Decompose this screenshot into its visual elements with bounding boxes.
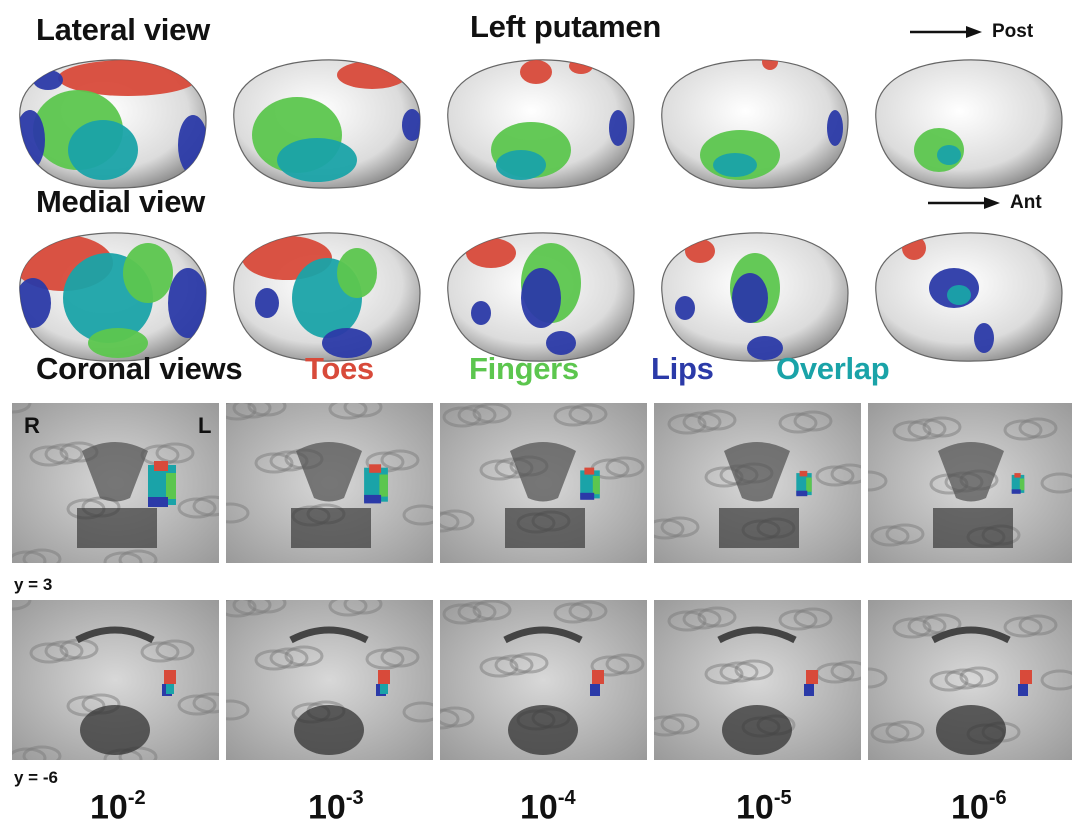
threshold-label: 10-6 (951, 787, 1007, 827)
coronal-slice-y3-5 (868, 403, 1072, 563)
lateral-putamen-3 (447, 59, 635, 189)
lips-activation (178, 115, 207, 175)
lips-activation (168, 268, 207, 338)
threshold-exponent: -2 (127, 787, 146, 809)
medial-view-label: Medial view (36, 184, 205, 219)
medial-putamen-4 (661, 232, 849, 362)
coronal-views-label: Coronal views (36, 351, 243, 386)
fingers-activation (123, 243, 173, 303)
threshold-label: 10-2 (90, 787, 146, 827)
lips-activation (732, 273, 768, 323)
coronal-slice-y-6-5 (868, 600, 1072, 760)
threshold-exponent: -4 (557, 787, 576, 809)
coronal-slice-y-6-2 (226, 600, 433, 760)
lateral-view-label: Lateral view (36, 12, 210, 47)
putamen-surface (875, 59, 1063, 189)
legend-toes: Toes (305, 351, 374, 386)
coronal-slice-y3-3 (440, 403, 647, 563)
threshold-base: 10 (951, 788, 989, 827)
medial-putamen-1 (19, 232, 207, 362)
lips-activation (471, 301, 491, 325)
medial-putamen-3 (447, 232, 635, 362)
post-label: Post (992, 21, 1034, 42)
lips-activation (974, 323, 994, 353)
lateral-putamen-4 (661, 59, 849, 189)
lateral-putamen-2 (233, 59, 421, 189)
toes-activation (802, 59, 818, 67)
threshold-label: 10-4 (520, 787, 576, 827)
post-direction: Post (910, 22, 1033, 41)
overlap-activation (277, 138, 357, 182)
right-arrow-icon (928, 196, 1000, 209)
lips-activation (521, 268, 561, 328)
threshold-label: 10-3 (308, 787, 364, 827)
threshold-base: 10 (520, 788, 558, 827)
threshold-exponent: -3 (345, 787, 364, 809)
lips-activation (255, 288, 279, 318)
threshold-label: 10-5 (736, 787, 792, 827)
threshold-exponent: -6 (988, 787, 1007, 809)
coronal-slice-y-6-3 (440, 600, 647, 760)
toes-activation (58, 60, 198, 96)
overlap-activation (68, 120, 138, 180)
overlap-activation (947, 285, 971, 305)
lips-activation (609, 110, 627, 146)
toes-activation (520, 60, 552, 84)
legend-overlap: Overlap (776, 351, 890, 386)
medial-putamen-2 (233, 232, 421, 362)
threshold-base: 10 (308, 788, 346, 827)
left-hemisphere-marker: L (198, 413, 211, 438)
lips-activation (402, 109, 421, 141)
lips-activation (675, 296, 695, 320)
lips-activation (827, 110, 843, 146)
lateral-putamen-5 (875, 59, 1063, 189)
coronal-slice-y-6-4 (654, 600, 861, 760)
toes-activation (902, 236, 926, 260)
overlap-activation (496, 150, 546, 180)
left-putamen-title: Left putamen (470, 9, 662, 44)
legend-fingers: Fingers (469, 351, 579, 386)
ant-direction: Ant (928, 193, 1042, 212)
slice-label-y3: y = 3 (14, 575, 53, 594)
toes-activation (685, 239, 715, 263)
medial-putamen-5 (875, 232, 1063, 362)
lips-activation (546, 331, 576, 355)
lips-activation (19, 278, 51, 328)
lips-activation (747, 336, 783, 360)
toes-activation (762, 59, 778, 70)
threshold-base: 10 (736, 788, 774, 827)
coronal-slice-y-6-1 (12, 600, 219, 760)
threshold-base: 10 (90, 788, 128, 827)
threshold-exponent: -5 (773, 787, 792, 809)
slice-label-y-6: y = -6 (14, 768, 58, 787)
fingers-activation (88, 328, 148, 358)
coronal-slice-y3-4 (654, 403, 861, 563)
lips-activation (322, 328, 372, 358)
toes-activation (466, 238, 516, 268)
right-hemisphere-marker: R (24, 413, 40, 438)
ant-label: Ant (1010, 192, 1042, 213)
toes-activation (1018, 59, 1030, 68)
lateral-putamen-1 (19, 59, 207, 189)
overlap-activation (937, 145, 961, 165)
coronal-slice-y3-2 (226, 403, 433, 563)
legend-lips: Lips (651, 351, 714, 386)
fingers-activation (337, 248, 377, 298)
overlap-activation (713, 153, 757, 177)
toes-activation (569, 59, 593, 74)
right-arrow-icon (910, 25, 982, 38)
